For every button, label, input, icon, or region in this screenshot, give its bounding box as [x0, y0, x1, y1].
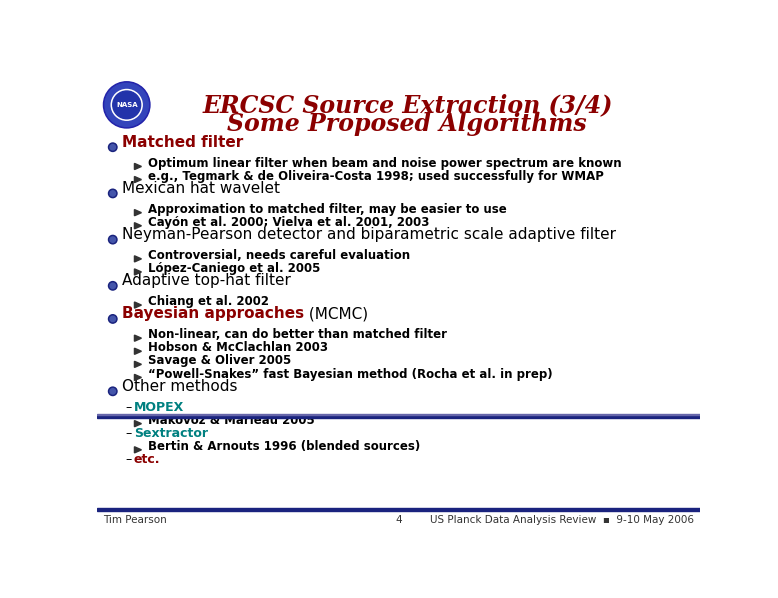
Text: 4: 4	[395, 515, 402, 525]
Circle shape	[110, 237, 115, 242]
Text: US Planck Data Analysis Review  ▪  9-10 May 2006: US Planck Data Analysis Review ▪ 9-10 Ma…	[430, 515, 694, 525]
Circle shape	[108, 143, 117, 151]
Text: Makovoz & Marleau 2005: Makovoz & Marleau 2005	[148, 414, 314, 427]
Polygon shape	[135, 222, 142, 229]
Text: Bayesian approaches: Bayesian approaches	[122, 306, 304, 321]
Text: MOPEX: MOPEX	[134, 401, 184, 414]
Circle shape	[108, 387, 117, 395]
Circle shape	[103, 82, 150, 128]
Circle shape	[108, 189, 117, 198]
Circle shape	[110, 389, 115, 394]
Polygon shape	[135, 348, 142, 355]
Polygon shape	[135, 447, 142, 453]
Polygon shape	[135, 176, 142, 182]
Text: –: –	[125, 401, 131, 414]
Polygon shape	[135, 335, 142, 341]
Circle shape	[105, 83, 149, 126]
Circle shape	[111, 90, 142, 120]
Circle shape	[113, 91, 141, 119]
Circle shape	[108, 236, 117, 244]
Text: ERCSC Source Extraction (3/4): ERCSC Source Extraction (3/4)	[202, 93, 612, 117]
Text: Chiang et al. 2002: Chiang et al. 2002	[148, 295, 268, 308]
Polygon shape	[135, 361, 142, 367]
Text: Optimum linear filter when beam and noise power spectrum are known: Optimum linear filter when beam and nois…	[148, 157, 622, 170]
Text: Hobson & McClachlan 2003: Hobson & McClachlan 2003	[148, 341, 328, 355]
Polygon shape	[135, 420, 142, 427]
Polygon shape	[135, 163, 142, 170]
Text: Savage & Oliver 2005: Savage & Oliver 2005	[148, 355, 291, 367]
Circle shape	[108, 282, 117, 290]
Text: López-Caniego et al. 2005: López-Caniego et al. 2005	[148, 262, 320, 275]
Polygon shape	[135, 269, 142, 275]
Text: Adaptive top-hat filter: Adaptive top-hat filter	[122, 273, 291, 288]
Polygon shape	[135, 374, 142, 380]
Text: etc.: etc.	[134, 453, 160, 466]
Text: Sextractor: Sextractor	[134, 427, 208, 440]
Text: (MCMC): (MCMC)	[304, 306, 368, 321]
Circle shape	[110, 191, 115, 196]
Bar	[97, 415, 700, 418]
Bar	[97, 508, 700, 511]
Text: Matched filter: Matched filter	[122, 135, 244, 150]
Text: Controversial, needs careful evaluation: Controversial, needs careful evaluation	[148, 249, 410, 262]
Text: NASA: NASA	[116, 102, 138, 108]
Circle shape	[110, 145, 115, 150]
Polygon shape	[135, 256, 142, 262]
Circle shape	[110, 283, 115, 288]
Text: Bertin & Arnouts 1996 (blended sources): Bertin & Arnouts 1996 (blended sources)	[148, 440, 420, 453]
Text: “Powell-Snakes” fast Bayesian method (Rocha et al. in prep): “Powell-Snakes” fast Bayesian method (Ro…	[148, 368, 552, 380]
Text: –: –	[125, 427, 131, 440]
Text: Other methods: Other methods	[122, 379, 237, 393]
Text: Neyman-Pearson detector and biparametric scale adaptive filter: Neyman-Pearson detector and biparametric…	[122, 227, 616, 242]
Circle shape	[110, 316, 115, 322]
Text: Mexican hat wavelet: Mexican hat wavelet	[122, 181, 280, 196]
Text: Some Proposed Algorithms: Some Proposed Algorithms	[227, 112, 587, 136]
Circle shape	[108, 315, 117, 323]
Bar	[97, 414, 700, 415]
Polygon shape	[135, 209, 142, 216]
Polygon shape	[135, 302, 142, 308]
Text: –: –	[125, 453, 131, 466]
Text: e.g., Tegmark & de Oliveira-Costa 1998; used successfully for WMAP: e.g., Tegmark & de Oliveira-Costa 1998; …	[148, 170, 604, 182]
Text: Approximation to matched filter, may be easier to use: Approximation to matched filter, may be …	[148, 203, 506, 216]
Text: Cayón et al. 2000; Vielva et al. 2001, 2003: Cayón et al. 2000; Vielva et al. 2001, 2…	[148, 216, 429, 229]
Text: Tim Pearson: Tim Pearson	[103, 515, 167, 525]
Text: Non-linear, can do better than matched filter: Non-linear, can do better than matched f…	[148, 328, 447, 341]
